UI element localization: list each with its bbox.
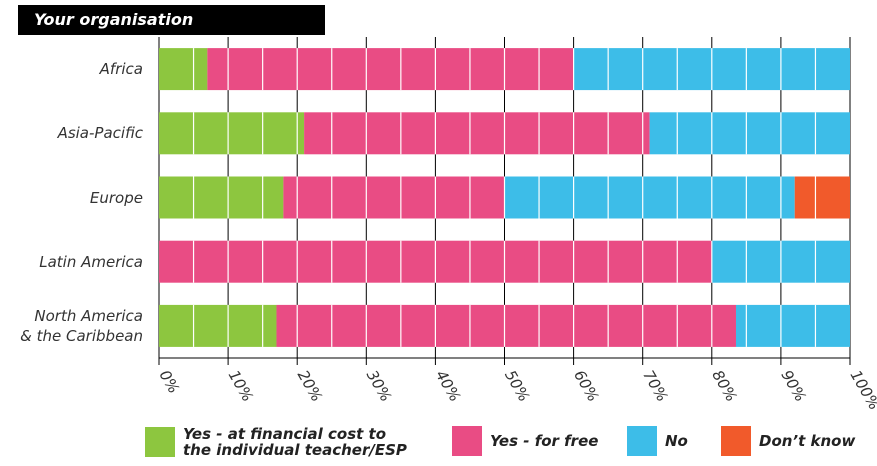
- x-tick-label: 0%: [156, 367, 183, 397]
- bar-segment: [276, 304, 736, 347]
- y-tick-label: Europe: [89, 188, 143, 207]
- legend-item: Don’t know: [721, 426, 855, 456]
- bar-segment: [159, 48, 208, 91]
- bar-segment: [504, 176, 795, 219]
- legend-label: Yes - for free: [490, 432, 599, 450]
- x-tick-label: 90%: [777, 367, 809, 405]
- bar-segment: [159, 112, 305, 155]
- bar-segment: [159, 176, 284, 219]
- legend-label: Yes - at financial cost to the individua…: [183, 425, 407, 459]
- legend-swatch: [145, 427, 175, 457]
- bar-segment: [794, 176, 850, 219]
- y-tick-label: Asia-Pacific: [57, 124, 143, 143]
- x-tick-label: 70%: [639, 367, 671, 405]
- legend-item: Yes - at financial cost to the individua…: [145, 426, 407, 458]
- x-tick-label: 20%: [294, 367, 326, 405]
- legend-swatch: [721, 426, 751, 456]
- legend-item: No: [627, 426, 688, 456]
- bar-segment: [649, 112, 850, 155]
- x-tick-label: 30%: [363, 367, 395, 405]
- chart-title: Your organisation: [18, 5, 325, 35]
- legend-swatch: [627, 426, 657, 456]
- bar-segment: [735, 304, 850, 347]
- x-tick-label: 40%: [432, 367, 464, 405]
- y-tick-label: North America & the Caribbean: [20, 306, 143, 345]
- legend-label: Don’t know: [759, 432, 856, 450]
- bar-segment: [159, 304, 277, 347]
- x-tick-label: 80%: [708, 367, 740, 405]
- bar-segment: [207, 48, 574, 91]
- y-tick-label: Latin America: [39, 252, 143, 271]
- y-tick-label: Africa: [99, 60, 143, 79]
- bar-segment: [304, 112, 650, 155]
- legend-swatch: [452, 426, 482, 456]
- x-tick-label: 60%: [570, 367, 602, 405]
- legend-label: No: [665, 432, 688, 450]
- legend-item: Yes - for free: [452, 426, 598, 456]
- bar-segment: [283, 176, 505, 219]
- x-tick-label: 10%: [225, 367, 257, 405]
- x-tick-label: 50%: [501, 367, 533, 405]
- x-tick-label: 100%: [847, 367, 877, 413]
